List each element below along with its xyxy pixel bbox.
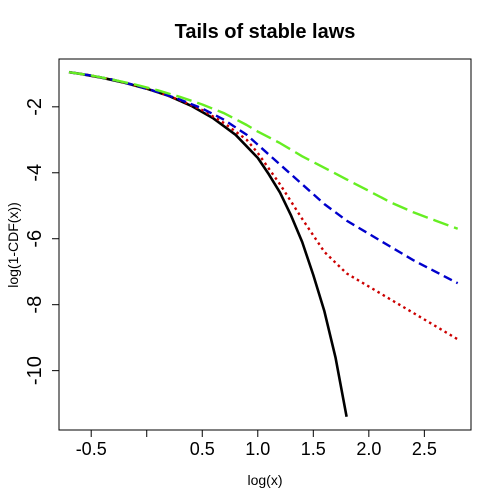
series-layer bbox=[68, 70, 459, 418]
x-tick-label: 1.0 bbox=[245, 439, 270, 459]
plot-area-frame bbox=[58, 58, 472, 431]
chart-title: Tails of stable laws bbox=[175, 21, 356, 43]
y-tick-label: -2 bbox=[24, 98, 46, 116]
y-tick-label: -4 bbox=[24, 164, 46, 182]
series-line-4 bbox=[68, 71, 459, 230]
x-tick-label: 0.5 bbox=[190, 439, 215, 459]
y-tick-label: -6 bbox=[24, 230, 46, 248]
y-axis-label: log(1-CDF(x)) bbox=[5, 202, 21, 288]
series-line-3 bbox=[68, 71, 459, 285]
x-tick-label: 1.5 bbox=[301, 439, 326, 459]
series-line-1 bbox=[68, 70, 348, 418]
y-tick-label: -10 bbox=[24, 356, 46, 385]
y-axis: -2 -4 -6 -8 -10 bbox=[24, 98, 60, 385]
y-tick-label: -8 bbox=[24, 296, 46, 314]
x-axis: -0.5 0.5 1.0 1.5 2.0 2.5 bbox=[76, 429, 437, 459]
x-tick-label: 2.0 bbox=[356, 439, 381, 459]
x-axis-label: log(x) bbox=[247, 472, 282, 488]
x-tick-label: -0.5 bbox=[76, 439, 107, 459]
x-tick-label: 2.5 bbox=[412, 439, 437, 459]
